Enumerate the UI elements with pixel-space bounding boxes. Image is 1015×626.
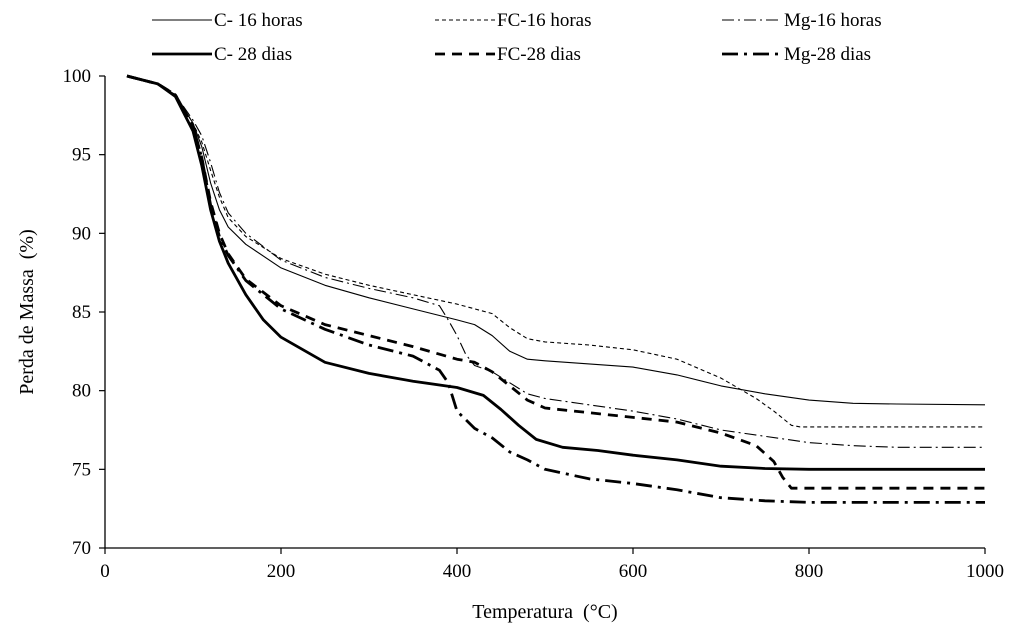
y-axis-ticks: 70 75 80 85 90 95 100 (63, 66, 105, 559)
series-line-1 (126, 75, 986, 406)
legend-item-2: FC-16 horas (435, 10, 591, 31)
legend-label: C- 16 horas (214, 10, 303, 31)
y-tick-label: 90 (72, 223, 91, 244)
legend-label: FC-16 horas (497, 10, 591, 31)
legend-label: Mg-16 horas (784, 10, 882, 31)
y-tick-label: 80 (72, 381, 91, 402)
series-line-6 (126, 74, 985, 504)
x-tick-label: 200 (267, 561, 296, 582)
x-axis-title: Temperatura (°C) (472, 601, 617, 623)
legend-item-3: Mg-16 horas (722, 10, 882, 31)
y-tick-label: 85 (72, 302, 91, 323)
legend-label: FC-28 dias (497, 44, 581, 65)
legend-item-5: FC-28 dias (435, 44, 581, 65)
y-tick-label: 70 (72, 538, 91, 559)
legend-item-4: C- 28 dias (152, 44, 292, 65)
x-tick-label: 1000 (966, 561, 1004, 582)
legend-item-6: Mg-28 dias (722, 44, 871, 65)
x-tick-label: 800 (795, 561, 824, 582)
x-tick-label: 600 (619, 561, 648, 582)
x-tick-label: 0 (100, 561, 110, 582)
series-line-4 (126, 74, 985, 471)
legend: C- 16 horas FC-16 horas Mg-16 horas C- 28 d… (152, 10, 882, 65)
series-line-3 (126, 75, 985, 448)
x-tick-label: 400 (443, 561, 472, 582)
series-layer (126, 74, 986, 504)
y-tick-label: 95 (72, 145, 91, 166)
series-line-5 (126, 74, 985, 490)
y-axis-title: Perda de Massa (%) (16, 229, 38, 395)
legend-item-1: C- 16 horas (152, 10, 303, 31)
legend-label: C- 28 dias (214, 44, 292, 65)
legend-label: Mg-28 dias (784, 44, 871, 65)
series-line-2 (126, 75, 985, 428)
y-tick-label: 75 (72, 459, 91, 480)
x-axis-ticks: 0 200 400 600 800 1000 (100, 548, 1004, 582)
y-tick-label: 100 (63, 66, 92, 87)
